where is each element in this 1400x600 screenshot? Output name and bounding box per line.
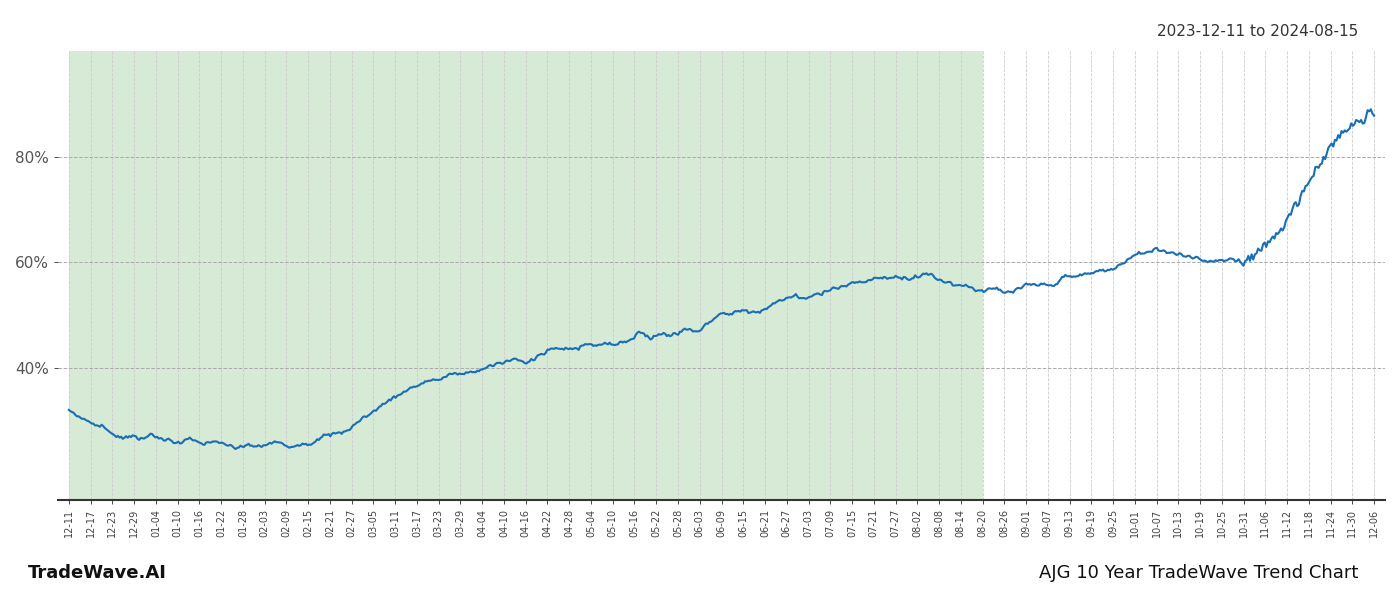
Text: AJG 10 Year TradeWave Trend Chart: AJG 10 Year TradeWave Trend Chart: [1039, 564, 1358, 582]
Text: 2023-12-11 to 2024-08-15: 2023-12-11 to 2024-08-15: [1156, 24, 1358, 39]
Bar: [69, 51, 983, 500]
Text: TradeWave.AI: TradeWave.AI: [28, 564, 167, 582]
